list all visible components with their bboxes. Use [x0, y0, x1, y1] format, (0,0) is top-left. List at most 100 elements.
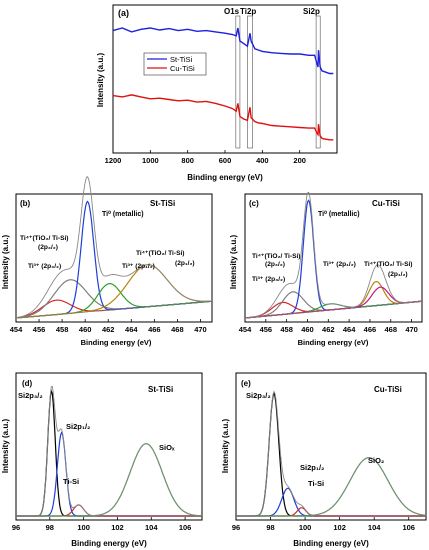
x-tick-label: 458 — [280, 325, 293, 334]
panel-a-peak-boxes — [235, 15, 321, 149]
annotation-ti-si: Ti-Si — [63, 477, 79, 486]
panel-a-label: (a) — [118, 8, 129, 18]
x-tick-label: 102 — [111, 523, 124, 532]
fit-component-2 — [244, 291, 423, 319]
x-tick-label: 454 — [239, 325, 252, 334]
baseline — [15, 300, 213, 319]
x-tick-label: 468 — [171, 325, 184, 334]
annotation-ti4-2p12-a: Ti⁴⁺(TiO₂/ Ti-Si) — [364, 261, 413, 268]
annotation-ti-si: Ti-Si — [308, 479, 324, 488]
panel-e-series — [236, 390, 427, 517]
panel-a-xlabel: Binding energy (eV) — [187, 173, 263, 182]
panel-e-x-ticks: 96 98 100 102 104 106 — [232, 517, 415, 532]
x-tick-label: 464 — [343, 325, 356, 334]
panel-d-sample: St-TiSi — [148, 385, 173, 394]
panel-a: (a) Intensity (a.u.) Binding energy (eV)… — [96, 4, 338, 182]
annotation-ti3-2p32: Ti³⁺ (2p₃/₂) — [28, 263, 61, 270]
panel-a-ylabel: Intensity (a.u.) — [96, 53, 105, 108]
peak-region-box — [247, 15, 253, 149]
annotation-si2p12: Si2p₁/₂ — [300, 463, 324, 472]
x-tick-label: 106 — [179, 523, 192, 532]
panel-a-x-ticks: 1200 1000 800 600 400 200 — [105, 150, 306, 165]
annotation-ti0-metallic: Ti⁰ (metallic) — [102, 210, 144, 218]
x-tick-label: 462 — [102, 325, 115, 334]
peak-region-box — [235, 15, 241, 149]
panel-b: (b) St-TiSi Intensity (a.u.) Binding ene… — [1, 176, 213, 347]
x-tick-label: 102 — [333, 523, 346, 532]
panel-a-legend: St-TiSi Cu-TiSi — [143, 52, 207, 76]
annotation-si2p32: Si2p₃/₂ — [246, 391, 271, 400]
panel-c-series — [244, 191, 423, 319]
annotation-ti2p: Ti2p — [240, 7, 256, 16]
x-tick-label: 96 — [12, 523, 20, 532]
panel-b-sample: St-TiSi — [150, 199, 175, 208]
annotation-ti0-metallic: Ti⁰ (metallic) — [318, 210, 360, 218]
x-tick-label: 106 — [402, 523, 415, 532]
panel-e-label: (e) — [241, 379, 251, 388]
panel-a-series — [112, 27, 334, 141]
x-tick-label: 462 — [322, 325, 335, 334]
x-tick-label: 458 — [56, 325, 69, 334]
x-tick-label: 98 — [266, 523, 274, 532]
x-tick-label: 466 — [148, 325, 161, 334]
panel-b-x-ticks: 454 456 458 460 462 464 466 468 470 — [10, 319, 207, 334]
x-tick-label: 100 — [299, 523, 312, 532]
panel-d-x-ticks: 96 98 100 102 104 106 — [12, 517, 192, 532]
fit-envelope — [236, 390, 427, 517]
panel-b-label: (b) — [20, 199, 31, 208]
panel-c-label: (c) — [249, 199, 259, 208]
panel-e-frame — [235, 372, 427, 521]
annotation-si2p32: Si2p₃/₂ — [18, 391, 43, 400]
panel-b-frame — [15, 193, 213, 323]
annotation-o1s: O1s — [224, 7, 240, 16]
panel-c-sample: Cu-TiSi — [372, 199, 400, 208]
annotation-ti4-2p32-a: Ti⁴⁺(TiO₂/ Ti-Si) — [20, 235, 69, 242]
legend-label-st-tisi: St-TiSi — [170, 55, 193, 64]
panel-c-frame — [244, 193, 423, 323]
annotation-ti4-2p32-b: (2p₃/₂) — [38, 244, 58, 251]
fit-component-4 — [16, 443, 202, 517]
fit-component-2 — [236, 487, 426, 517]
panel-c-x-ticks: 454 456 458 460 462 464 466 468 470 — [239, 319, 418, 334]
x-tick-label: 600 — [219, 156, 232, 165]
annotation-ti3-2p12: Ti³⁺ (2p₁/₂) — [323, 261, 356, 268]
x-tick-label: 464 — [125, 325, 138, 334]
x-tick-label: 460 — [79, 325, 92, 334]
annotation-ti4-2p12-b: (2p₁/₂) — [388, 271, 408, 278]
panel-c: (c) Cu-TiSi Intensity (a.u.) Binding ene… — [229, 191, 423, 347]
x-tick-label: 200 — [293, 156, 306, 165]
x-tick-label: 1200 — [105, 156, 122, 165]
panel-e: (e) Cu-TiSi Intensity (a.u.) Binding ene… — [221, 372, 427, 548]
x-tick-label: 470 — [194, 325, 207, 334]
x-tick-label: 96 — [232, 523, 240, 532]
annotation-ti4-2p32-a: Ti⁴⁺(TiO₂/ Ti-Si) — [252, 253, 301, 260]
x-tick-label: 454 — [10, 325, 23, 334]
x-tick-label: 104 — [368, 523, 381, 532]
x-tick-label: 400 — [256, 156, 269, 165]
baseline — [244, 300, 423, 319]
fit-envelope — [16, 385, 202, 517]
series-line-st-tisi — [112, 27, 334, 75]
x-tick-label: 466 — [364, 325, 377, 334]
x-tick-label: 456 — [260, 325, 273, 334]
annotation-sio2: SiO₂ — [368, 456, 384, 465]
fit-envelope — [15, 176, 213, 319]
panel-c-xlabel: Binding energy (eV) — [298, 338, 369, 347]
annotation-ti3-2p32: Ti³⁺ (2p₃/₂) — [252, 276, 285, 283]
peak-region-box — [315, 15, 321, 149]
annotation-ti4-2p12-b: (2p₁/₂) — [175, 260, 195, 267]
annotation-si2p: Si2p — [303, 7, 320, 16]
fit-component-4 — [236, 456, 427, 517]
fit-component-3 — [236, 507, 426, 517]
panel-d-series — [16, 385, 202, 517]
panel-d-xlabel: Binding energy (eV) — [71, 539, 147, 548]
x-tick-label: 98 — [46, 523, 54, 532]
panel-b-ylabel: Intensity (a.u.) — [1, 235, 10, 290]
panel-a-frame — [112, 4, 338, 154]
series-line-cu-tisi — [112, 94, 334, 141]
panel-b-series — [15, 176, 213, 319]
panel-d: (d) St-TiSi Intensity (a.u.) Binding ene… — [1, 372, 203, 548]
panel-e-ylabel: Intensity (a.u.) — [221, 419, 230, 474]
fit-envelope — [244, 191, 423, 319]
